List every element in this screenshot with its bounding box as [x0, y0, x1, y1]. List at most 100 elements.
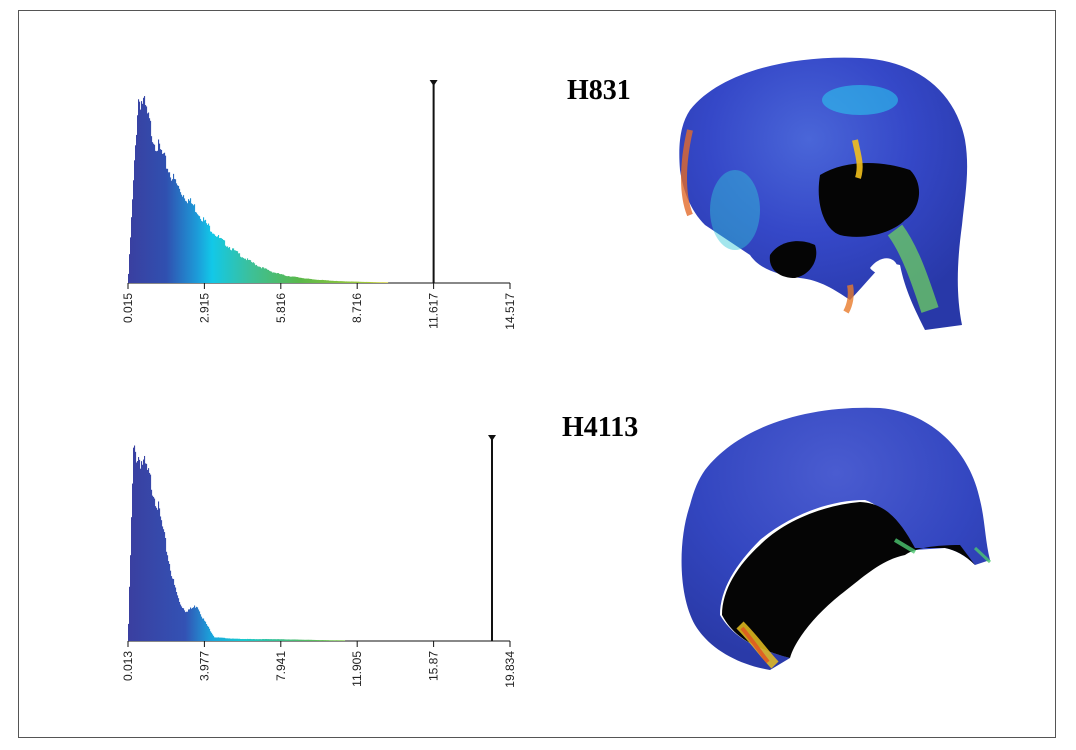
x-tick-label: 3.977: [197, 651, 211, 681]
histogram-bar: [278, 273, 280, 283]
histogram-bar: [340, 281, 342, 283]
histogram-bar: [252, 262, 254, 283]
scale-marker: [429, 80, 438, 283]
scale-marker-arrow: [487, 435, 496, 441]
histogram-bar: [182, 607, 184, 641]
histogram-bar: [296, 639, 298, 641]
histogram-bar: [153, 496, 155, 641]
histogram-bar: [299, 639, 301, 641]
skull-highlight: [710, 170, 760, 250]
histogram-bar: [226, 638, 228, 641]
histogram-bar: [271, 271, 273, 283]
histogram-bar: [217, 637, 219, 641]
histogram-bar: [143, 97, 145, 283]
histogram-bar: [133, 447, 135, 641]
histogram-bar: [142, 464, 144, 641]
histogram-bar: [145, 105, 147, 284]
histogram-bar: [159, 508, 161, 641]
histogram-bar: [263, 267, 265, 283]
histogram-bar: [257, 266, 259, 283]
histogram-bar: [335, 640, 337, 641]
histogram-bar: [359, 281, 361, 283]
histogram-bar: [263, 639, 265, 641]
histogram-bar: [358, 281, 360, 283]
histogram-bar: [196, 212, 198, 283]
histogram-bar: [261, 639, 263, 641]
histogram-bar: [231, 638, 233, 641]
histogram-bar: [219, 637, 221, 641]
histogram-bar: [324, 640, 326, 641]
histogram-bar: [188, 199, 190, 283]
histogram-bar: [193, 607, 195, 641]
histogram-bar: [375, 282, 377, 283]
histogram-bar: [270, 639, 272, 641]
histogram-bar: [256, 264, 258, 283]
histogram-bar: [186, 611, 188, 641]
histogram-bar: [228, 247, 230, 283]
histogram-bar: [135, 451, 137, 641]
histogram-bar: [345, 281, 347, 283]
histogram-bar: [169, 563, 171, 641]
histogram-bar: [227, 638, 229, 641]
histogram-bar: [328, 280, 330, 283]
histogram-bar: [302, 639, 304, 641]
specimen-label-h831: H831: [567, 75, 631, 106]
histogram-bar: [316, 640, 318, 641]
histogram-bar: [381, 282, 383, 283]
histogram-bar: [198, 215, 200, 283]
histogram-bar: [312, 279, 314, 283]
histogram-bar: [131, 217, 133, 283]
histogram-bar: [350, 281, 352, 283]
histogram-bar: [156, 151, 158, 283]
histogram-bar: [130, 555, 132, 641]
histogram-bar: [149, 472, 151, 641]
histogram-bar: [341, 281, 343, 283]
histogram-bar: [308, 278, 310, 283]
histogram-bar: [162, 153, 164, 283]
histogram-bar: [140, 468, 142, 641]
histogram-bar: [248, 638, 250, 641]
histogram-bar: [264, 268, 266, 283]
histogram-bar: [322, 640, 324, 641]
histogram-bar: [210, 631, 212, 641]
histogram-bar: [265, 268, 267, 283]
histogram-bar: [188, 609, 190, 641]
histogram-bar: [158, 139, 160, 283]
histogram-bar: [144, 455, 146, 641]
histogram-bar: [370, 282, 372, 283]
histogram-bar: [255, 639, 257, 641]
histogram-bar: [192, 607, 194, 641]
histogram-bar: [312, 639, 314, 641]
histogram-bar: [195, 607, 197, 641]
histogram-bar: [330, 640, 332, 641]
histogram-bar: [215, 637, 217, 641]
histogram-bar: [271, 639, 273, 641]
histogram-bar: [376, 282, 378, 283]
histogram-bar: [215, 235, 217, 283]
histogram-bar: [278, 639, 280, 641]
histogram-bar: [187, 203, 189, 283]
histogram-bar: [297, 639, 299, 641]
histogram-bar: [378, 282, 380, 283]
histogram-bar: [249, 638, 251, 641]
histogram-bar: [224, 637, 226, 641]
histogram-bar: [333, 280, 335, 283]
histogram-bars: [128, 96, 389, 284]
histogram-bar: [246, 639, 248, 641]
histogram-bar: [128, 273, 130, 283]
histogram-bar: [222, 239, 224, 283]
histogram-bar: [254, 263, 256, 283]
histogram-bar: [141, 101, 143, 283]
histogram-bar: [269, 639, 271, 641]
histogram-bar: [314, 639, 316, 641]
histogram-bar: [147, 469, 149, 641]
histogram-bar: [336, 640, 338, 641]
histogram-bar: [259, 266, 261, 283]
histogram-bar: [248, 259, 250, 283]
histogram-bar: [295, 639, 297, 641]
histogram-bar: [332, 640, 334, 641]
histogram-bar: [323, 640, 325, 641]
histogram-bar: [177, 185, 179, 283]
histogram-bar: [167, 555, 169, 641]
